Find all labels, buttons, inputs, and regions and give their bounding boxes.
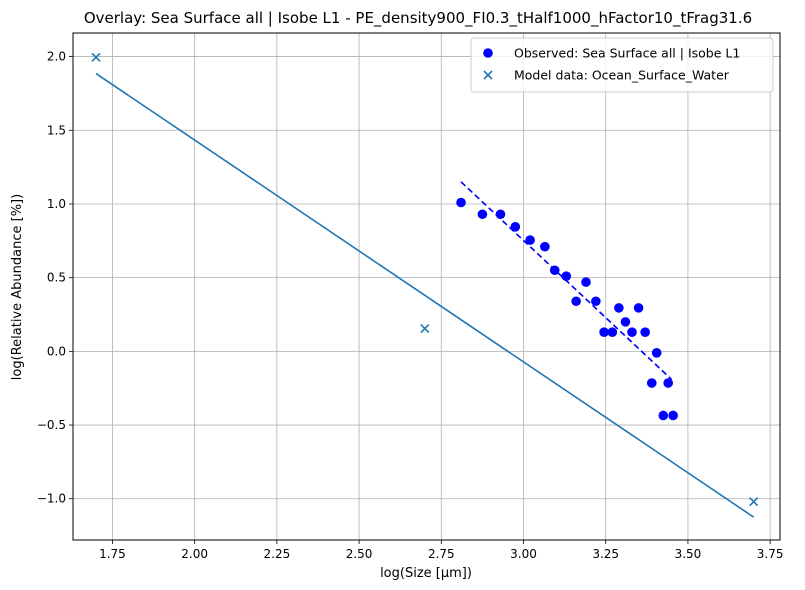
x-marker-stroke [91,52,101,62]
observed-point [510,222,521,232]
observed-point [633,303,644,313]
y-tick-label: 1.5 [47,123,66,137]
legend-entry-label: Model data: Ocean_Surface_Water [514,68,730,83]
observed-point [620,317,631,327]
plot-data [91,52,759,518]
x-marker-stroke [749,497,759,507]
y-tick-label: 2.0 [47,50,66,64]
observed-point [658,410,669,421]
plot-frame [72,32,781,541]
x-tick-label: 2.00 [181,547,208,561]
observed-point [591,296,601,307]
model-point [749,497,759,507]
observed-point [651,348,662,358]
x-tick-label: 3.50 [675,547,702,561]
observed-point [540,241,550,252]
x-marker-stroke [420,323,430,334]
observed-point [646,378,657,388]
observed-point [614,303,624,313]
y-tick-label: 1.0 [47,197,66,211]
x-tick-label: 2.50 [346,547,373,561]
observed-point [581,277,591,287]
x-axis-label: log(Size [μm]) [380,566,472,581]
observed-point [607,327,618,337]
y-tick-label: 0.0 [47,344,66,358]
x-tick-label: 2.25 [264,547,291,561]
model-fit-line [95,72,755,518]
chart-title: Overlay: Sea Surface all | Isobe L1 - PE… [84,9,752,28]
x-tick-label: 3.25 [592,547,619,561]
axis-ticks: 1.75 2.00 2.25 2.50 2.75 3.00 3.25 3.50 3.75 −1.0… [37,50,784,561]
y-tick-label: 0.5 [47,271,66,285]
legend-observed-marker [483,48,493,58]
x-marker-stroke [483,70,493,80]
legend-box [470,37,774,93]
observed-point [477,209,488,220]
observed-point [627,327,637,337]
observed-point [561,271,572,281]
model-point [91,52,101,62]
observed-point [663,378,673,388]
x-tick-label: 3.00 [510,547,537,561]
observed-point [456,197,466,208]
x-tick-label: 1.75 [99,547,126,561]
observed-point [599,327,609,337]
x-tick-label: 2.75 [428,547,455,561]
observed-point [495,209,506,220]
legend-model-marker [483,70,493,80]
y-axis-label: log(Relative Abundance [%]) [10,194,25,380]
grid [73,33,780,540]
observed-point [668,410,678,421]
observed-point [640,327,650,337]
y-tick-label: −0.5 [37,418,66,432]
legend-entry-label: Observed: Sea Surface all | Isobe L1 [514,46,740,61]
legend: Observed: Sea Surface all | Isobe L1 Mode… [470,37,774,93]
observed-point [571,296,581,307]
model-point [420,323,430,334]
x-tick-label: 3.75 [757,547,784,561]
y-tick-label: −1.0 [37,492,66,506]
observed-point [525,235,535,245]
observed-fit-line [460,181,673,380]
